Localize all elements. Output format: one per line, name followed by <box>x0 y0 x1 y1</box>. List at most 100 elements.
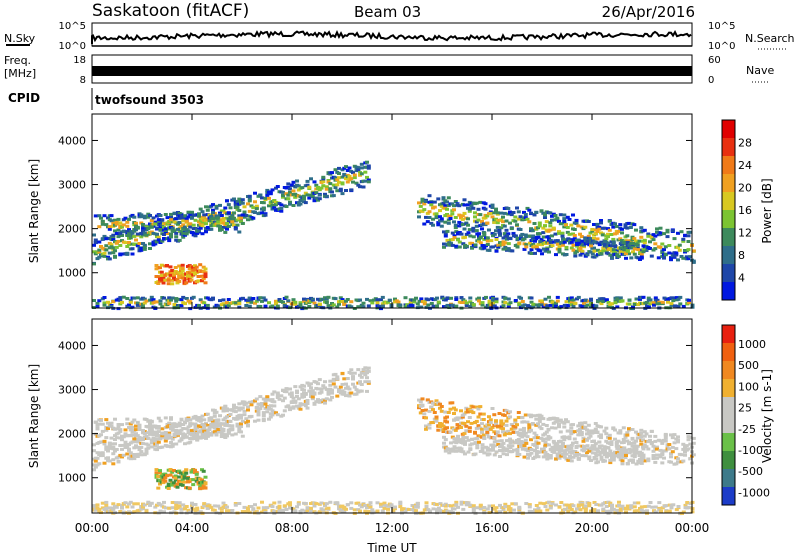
range-gate-cell <box>457 438 462 442</box>
range-gate-cell <box>104 506 109 510</box>
range-gate-cell <box>209 227 214 231</box>
range-gate-cell <box>627 302 632 306</box>
ytick-label: 1000 <box>58 472 86 485</box>
range-gate-cell <box>475 446 480 450</box>
range-gate-cell <box>613 245 618 248</box>
range-gate-cell <box>429 405 434 409</box>
range-gate-cell <box>505 234 509 238</box>
range-gate-cell <box>669 302 674 306</box>
range-gate-cell <box>445 200 449 204</box>
range-gate-cell <box>174 501 179 505</box>
range-gate-cell <box>168 478 173 482</box>
range-gate-cell <box>194 471 199 475</box>
range-gate-cell <box>193 268 197 272</box>
range-gate-cell <box>295 505 299 509</box>
range-gate-cell <box>221 501 226 505</box>
range-gate-cell <box>275 185 280 188</box>
range-gate-cell <box>393 297 397 301</box>
range-gate-cell <box>636 459 641 463</box>
range-gate-cell <box>221 209 226 213</box>
range-gate-cell <box>321 298 326 301</box>
range-gate-cell <box>589 447 593 451</box>
range-gate-cell <box>459 409 463 413</box>
range-gate-cell <box>426 303 431 307</box>
range-gate-cell <box>597 446 602 450</box>
range-gate-cell <box>251 508 256 512</box>
range-gate-cell <box>504 228 509 232</box>
range-gate-cell <box>398 500 403 504</box>
range-gate-cell <box>611 248 616 252</box>
range-gate-cell <box>156 238 161 242</box>
range-gate-cell <box>162 296 166 300</box>
range-gate-cell <box>218 414 222 418</box>
range-gate-cell <box>676 460 680 464</box>
range-gate-cell <box>506 504 511 508</box>
range-gate-cell <box>460 217 465 221</box>
range-gate-cell <box>291 189 296 193</box>
range-gate-cell <box>335 375 340 379</box>
range-gate-cell <box>106 457 110 461</box>
range-gate-cell <box>162 500 166 504</box>
range-gate-cell <box>485 236 490 240</box>
range-gate-cell <box>436 428 441 432</box>
range-gate-cell <box>599 433 603 437</box>
range-gate-cell <box>491 504 495 508</box>
range-gate-cell <box>200 478 204 482</box>
range-gate-cell <box>450 231 455 235</box>
range-gate-cell <box>522 429 526 433</box>
range-gate-cell <box>562 421 567 425</box>
range-gate-cell <box>632 501 637 505</box>
range-gate-cell <box>431 408 435 412</box>
range-gate-cell <box>505 447 509 451</box>
range-gate-cell <box>663 245 668 249</box>
range-gate-cell <box>137 438 142 442</box>
range-gate-cell <box>545 508 550 512</box>
range-gate-cell <box>328 182 333 186</box>
range-gate-cell <box>187 486 192 490</box>
power-colorbar-tick: 24 <box>738 159 752 172</box>
range-gate-cell <box>498 455 502 458</box>
range-gate-cell <box>432 205 437 209</box>
range-gate-cell <box>358 381 362 385</box>
range-gate-cell <box>92 463 96 467</box>
range-gate-cell <box>543 443 548 447</box>
range-gate-cell <box>470 437 474 441</box>
range-gate-cell <box>425 220 430 224</box>
range-gate-cell <box>114 232 119 235</box>
range-gate-cell <box>552 450 557 454</box>
range-gate-cell <box>597 453 602 457</box>
range-gate-cell <box>226 203 231 207</box>
range-gate-cell <box>414 509 418 513</box>
range-gate-cell <box>324 300 329 304</box>
range-gate-cell <box>464 436 469 440</box>
range-gate-cell <box>118 436 123 440</box>
range-gate-cell <box>673 304 677 308</box>
range-gate-cell <box>253 503 257 507</box>
range-gate-cell <box>601 507 606 511</box>
range-gate-cell <box>281 413 285 417</box>
range-gate-cell <box>281 399 285 403</box>
range-gate-cell <box>543 213 547 217</box>
range-gate-cell <box>365 389 369 393</box>
range-gate-cell <box>576 238 581 242</box>
range-gate-cell <box>321 184 326 188</box>
range-gate-cell <box>674 251 679 255</box>
range-gate-cell <box>312 199 317 203</box>
range-gate-cell <box>181 432 186 436</box>
range-gate-cell <box>106 216 110 220</box>
range-gate-cell <box>585 253 590 257</box>
range-gate-cell <box>475 436 480 440</box>
range-gate-cell <box>513 299 518 302</box>
range-gate-cell <box>146 227 151 231</box>
range-gate-cell <box>502 413 507 417</box>
range-gate-cell <box>470 241 474 245</box>
range-gate-cell <box>246 298 250 302</box>
range-gate-cell <box>425 211 430 215</box>
range-gate-cell <box>254 510 259 514</box>
range-gate-cell <box>455 423 460 427</box>
range-gate-cell <box>506 247 511 251</box>
range-gate-cell <box>247 194 252 198</box>
range-gate-cell <box>200 428 205 432</box>
range-gate-cell <box>254 397 259 401</box>
range-gate-cell <box>97 250 102 254</box>
